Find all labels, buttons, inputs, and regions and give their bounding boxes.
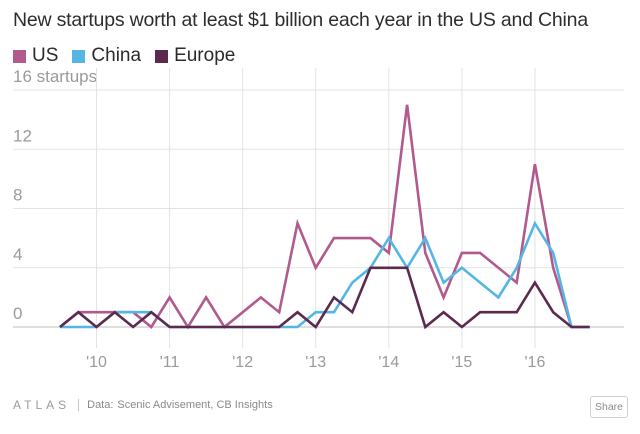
y-tick-label: 0: [13, 304, 22, 323]
y-tick-label: 8: [13, 186, 22, 205]
legend-swatch-us: [13, 49, 26, 63]
y-tick-label: 4: [13, 245, 22, 264]
legend: US China Europe: [13, 45, 235, 67]
y-tick-label: 16 startups: [13, 67, 97, 86]
source-label: Data:: [87, 399, 114, 411]
footer-divider: [78, 399, 80, 411]
series-line-europe: [59, 266, 590, 330]
legend-label-china: China: [91, 45, 142, 66]
y-tick-label: 12: [13, 126, 32, 145]
chart-title: New startups worth at least $1 billion e…: [13, 9, 588, 31]
legend-item-us[interactable]: US: [13, 45, 58, 67]
legend-label-us: US: [32, 45, 59, 66]
x-tick-label: '13: [305, 354, 326, 371]
footer: ATLAS Data: Scenic Advisement, CB Insigh…: [13, 398, 273, 412]
x-tick-label: '16: [525, 354, 546, 371]
source-text: Scenic Advisement, CB Insights: [117, 399, 273, 411]
x-tick-label: '12: [232, 354, 253, 371]
x-tick-label: '11: [160, 354, 180, 371]
legend-swatch-europe: [155, 49, 169, 63]
atlas-logo: ATLAS: [13, 398, 71, 412]
legend-item-europe[interactable]: Europe: [155, 45, 235, 67]
legend-label-europe: Europe: [174, 45, 236, 66]
legend-item-china[interactable]: China: [72, 45, 141, 67]
series-line-us: [59, 104, 590, 330]
legend-swatch-china: [72, 49, 86, 63]
x-tick-label: '14: [378, 354, 399, 371]
x-tick-label: '10: [86, 354, 107, 371]
x-tick-label: '15: [451, 354, 472, 371]
share-button[interactable]: Share: [590, 396, 628, 418]
